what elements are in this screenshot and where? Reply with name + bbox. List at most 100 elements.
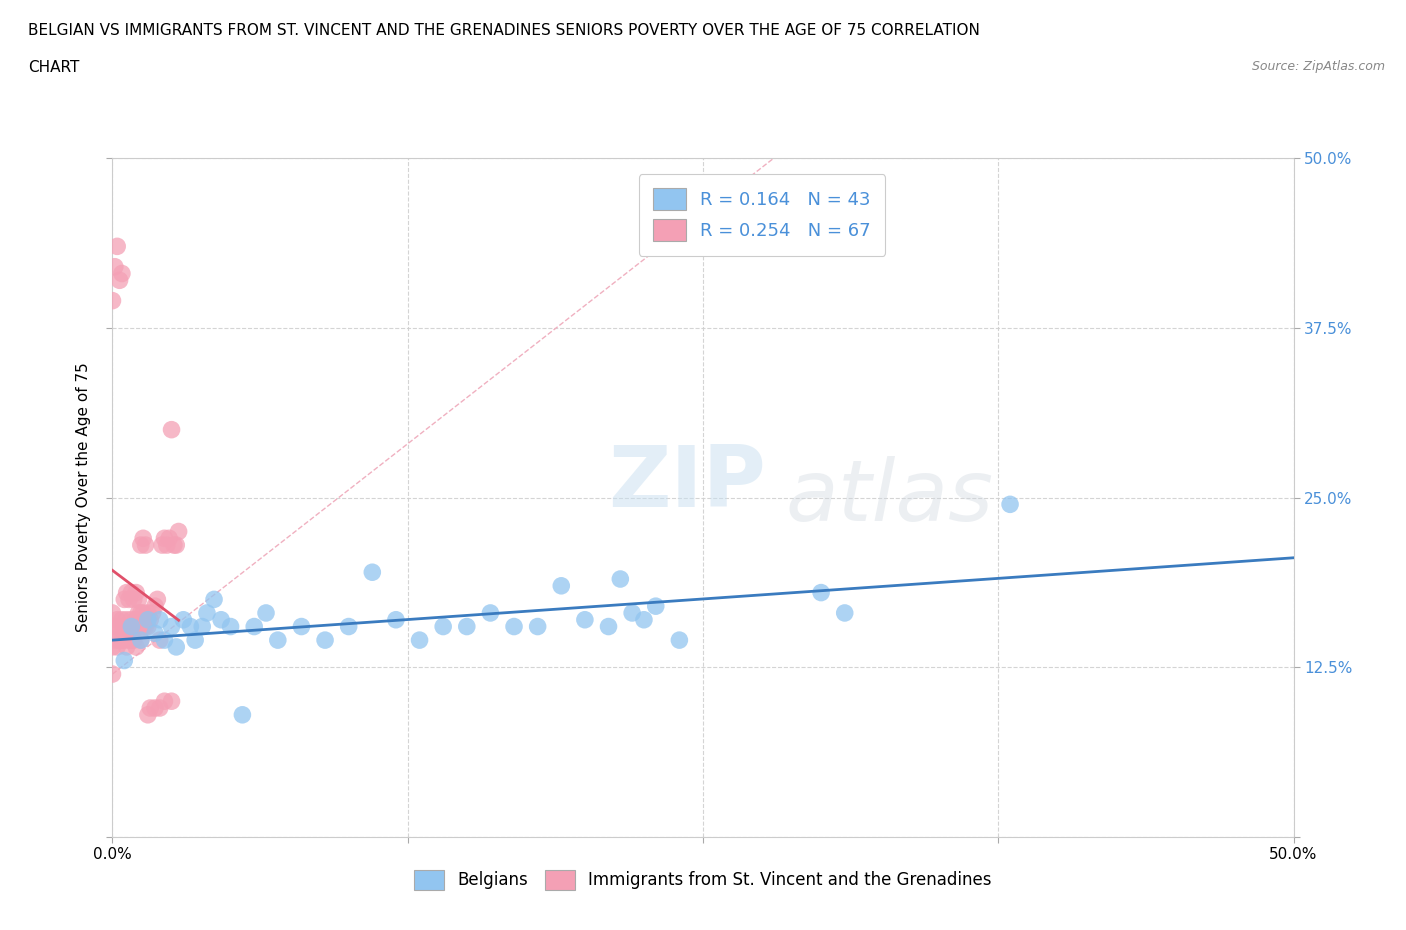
Point xyxy=(503,619,526,634)
Point xyxy=(105,640,128,655)
Point xyxy=(118,619,141,634)
Point xyxy=(127,592,149,607)
Point xyxy=(243,619,266,634)
Point xyxy=(834,605,856,620)
Point xyxy=(104,259,127,274)
Point xyxy=(160,422,183,437)
Point xyxy=(598,619,620,634)
Point xyxy=(479,605,502,620)
Point xyxy=(184,632,207,647)
Point xyxy=(153,694,176,709)
Legend: Belgians, Immigrants from St. Vincent and the Grenadines: Belgians, Immigrants from St. Vincent an… xyxy=(408,863,998,897)
Point xyxy=(267,632,290,647)
Point xyxy=(160,619,183,634)
Point xyxy=(172,612,194,627)
Point xyxy=(112,653,135,668)
Point xyxy=(609,572,631,587)
Point xyxy=(361,565,384,579)
Point xyxy=(122,592,145,607)
Point xyxy=(120,612,142,627)
Point xyxy=(136,605,159,620)
Point xyxy=(120,619,142,634)
Point xyxy=(108,619,131,634)
Point xyxy=(432,619,454,634)
Point xyxy=(526,619,548,634)
Point xyxy=(111,612,134,627)
Point xyxy=(314,632,336,647)
Point xyxy=(139,612,162,627)
Point xyxy=(101,619,124,634)
Point xyxy=(139,700,162,715)
Point xyxy=(163,538,186,552)
Text: CHART: CHART xyxy=(28,60,80,75)
Point xyxy=(143,700,166,715)
Point xyxy=(112,592,135,607)
Point xyxy=(129,632,152,647)
Point xyxy=(132,605,155,620)
Point xyxy=(165,538,187,552)
Text: BELGIAN VS IMMIGRANTS FROM ST. VINCENT AND THE GRENADINES SENIORS POVERTY OVER T: BELGIAN VS IMMIGRANTS FROM ST. VINCENT A… xyxy=(28,23,980,38)
Point xyxy=(111,632,134,647)
Point xyxy=(142,605,165,620)
Point xyxy=(191,619,214,634)
Point xyxy=(456,619,478,634)
Text: ZIP: ZIP xyxy=(609,443,766,525)
Point xyxy=(998,497,1021,512)
Point xyxy=(219,619,242,634)
Point xyxy=(385,612,408,627)
Point xyxy=(254,605,277,620)
Point xyxy=(153,531,176,546)
Point xyxy=(125,585,148,600)
Point xyxy=(143,599,166,614)
Point xyxy=(810,585,832,600)
Point xyxy=(156,538,179,552)
Point xyxy=(149,632,172,647)
Point xyxy=(209,612,232,627)
Point xyxy=(105,239,128,254)
Point xyxy=(115,585,138,600)
Point xyxy=(337,619,360,634)
Point xyxy=(105,612,128,627)
Point xyxy=(127,605,149,620)
Point xyxy=(101,667,124,682)
Point xyxy=(129,632,152,647)
Point xyxy=(129,538,152,552)
Point xyxy=(101,640,124,655)
Point xyxy=(150,538,173,552)
Point xyxy=(550,578,572,593)
Point xyxy=(125,640,148,655)
Point xyxy=(149,700,172,715)
Point xyxy=(129,605,152,620)
Point xyxy=(668,632,690,647)
Point xyxy=(146,592,169,607)
Point xyxy=(165,640,187,655)
Point xyxy=(149,612,172,627)
Point xyxy=(125,612,148,627)
Point xyxy=(157,531,180,546)
Point xyxy=(111,266,134,281)
Point xyxy=(122,632,145,647)
Point xyxy=(135,619,157,634)
Point xyxy=(104,619,127,634)
Point xyxy=(101,293,124,308)
Point xyxy=(621,605,644,620)
Point xyxy=(179,619,201,634)
Point xyxy=(101,605,124,620)
Point xyxy=(231,708,253,723)
Point xyxy=(202,592,225,607)
Point xyxy=(120,585,142,600)
Point xyxy=(112,619,135,634)
Point xyxy=(118,592,141,607)
Point xyxy=(132,619,155,634)
Point xyxy=(108,272,131,287)
Point xyxy=(136,619,159,634)
Point xyxy=(143,626,166,641)
Point xyxy=(136,708,159,723)
Text: Source: ZipAtlas.com: Source: ZipAtlas.com xyxy=(1251,60,1385,73)
Point xyxy=(112,632,135,647)
Point xyxy=(644,599,666,614)
Point xyxy=(127,619,149,634)
Point xyxy=(153,632,176,647)
Point xyxy=(160,694,183,709)
Point xyxy=(115,640,138,655)
